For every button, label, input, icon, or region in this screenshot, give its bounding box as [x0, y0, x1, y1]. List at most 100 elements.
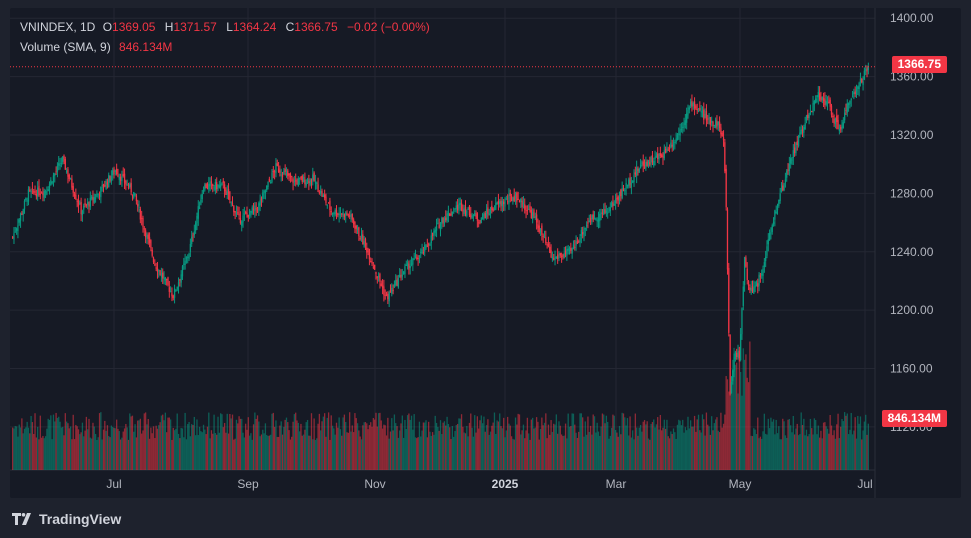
candle-body [154, 264, 156, 266]
candle-body [169, 291, 172, 293]
volume-bar [108, 435, 110, 470]
candle-body [98, 194, 101, 196]
candle-body [276, 163, 278, 166]
volume-bar [453, 436, 455, 470]
candle-body [726, 209, 729, 270]
candle-body [712, 121, 714, 127]
candle-body [404, 266, 406, 275]
candle-body [753, 287, 755, 294]
candle-body [645, 162, 647, 169]
volume-bar [692, 426, 694, 470]
candle-body [551, 256, 554, 259]
volume-bar [256, 415, 259, 470]
volume-bar [842, 421, 844, 470]
volume-bar [464, 433, 467, 470]
candle-body [201, 193, 203, 200]
volume-bar [200, 431, 202, 470]
candle-body [322, 195, 324, 197]
volume-label: Volume (SMA, 9) [20, 40, 111, 54]
candle-body [168, 287, 170, 292]
candle-body [467, 207, 469, 210]
candle-body [346, 213, 348, 215]
candle-body [116, 168, 118, 175]
volume-bar [733, 347, 735, 470]
candle-body [214, 181, 217, 191]
volume-bar [708, 426, 710, 470]
volume-bar [77, 429, 80, 470]
volume-bar [162, 414, 164, 470]
candle-body [496, 202, 498, 204]
volume-bar [183, 437, 185, 470]
candle-body [539, 228, 542, 233]
volume-bar [564, 423, 567, 470]
candle-body [279, 170, 281, 173]
candle-body [666, 147, 668, 152]
candle-body [762, 268, 764, 276]
volume-bar [458, 418, 460, 470]
volume-bar [833, 430, 835, 470]
volume-bar [408, 413, 410, 470]
candle-body [77, 201, 80, 206]
candle-body [850, 99, 852, 101]
volume-bar [699, 430, 701, 470]
candlestick-chart[interactable]: 1120.001160.001200.001240.001280.001320.… [10, 8, 961, 498]
candle-body [288, 173, 290, 176]
candle-body [516, 192, 518, 202]
volume-bar [343, 414, 346, 470]
volume-bar [721, 427, 723, 470]
volume-bar [497, 421, 500, 470]
candle-body [105, 180, 107, 189]
tradingview-logo[interactable]: TradingView [12, 511, 121, 527]
candle-body [26, 200, 28, 202]
candle-body [643, 165, 646, 167]
candle-body [60, 163, 63, 165]
candle-body [316, 182, 318, 184]
candle-body [246, 213, 248, 215]
candle-body [614, 198, 617, 203]
volume-bar [697, 414, 700, 470]
volume-bar [774, 434, 776, 470]
candle-body [37, 187, 39, 197]
volume-bar [579, 413, 581, 470]
volume-bar [668, 438, 671, 470]
volume-bar [808, 434, 810, 470]
volume-bar [431, 432, 434, 470]
volume-bar [792, 415, 794, 470]
candle-body [851, 96, 854, 98]
candle-body [325, 196, 327, 203]
volume-bar [313, 418, 315, 470]
volume-bar [129, 413, 131, 470]
volume-bar [252, 424, 255, 470]
candle-body [783, 183, 785, 191]
volume-bar [271, 413, 273, 470]
volume-bar [528, 433, 530, 470]
volume-bar [621, 412, 623, 470]
volume-bar [54, 421, 56, 470]
volume-bar [267, 435, 269, 470]
candle-body [571, 248, 573, 254]
candle-body [179, 279, 181, 281]
chart-area[interactable]: 1120.001160.001200.001240.001280.001320.… [10, 8, 961, 498]
candle-body [191, 236, 193, 244]
candle-body [508, 195, 510, 205]
volume-bar [749, 341, 751, 470]
volume-bar [84, 430, 86, 470]
candle-body [678, 133, 680, 135]
volume-bar [575, 432, 577, 470]
candle-body [506, 201, 509, 203]
volume-bar [80, 432, 82, 470]
high-value: 1371.57 [173, 20, 217, 34]
volume-bar [429, 431, 431, 470]
candle-body [721, 132, 723, 137]
candle-body [836, 115, 838, 123]
volume-bar [712, 430, 714, 470]
candle-body [387, 293, 389, 300]
candle-body [858, 83, 860, 90]
volume-bar [368, 425, 371, 470]
candle-body [668, 148, 671, 150]
candle-body [192, 234, 194, 237]
candle-body [252, 208, 255, 210]
volume-legend: Volume (SMA, 9) 846.134M [20, 39, 178, 55]
volume-bar [634, 413, 636, 470]
x-tick-label: Jul [857, 477, 872, 491]
